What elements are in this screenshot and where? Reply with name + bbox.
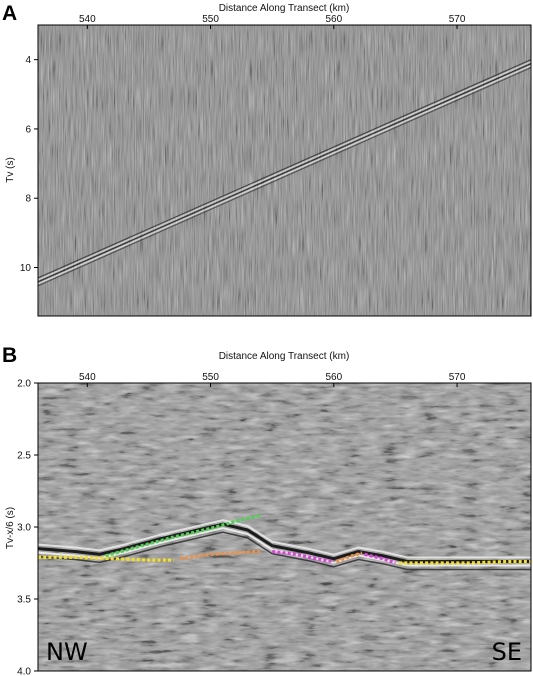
y-tick-label: 6 (25, 124, 31, 135)
direct-wave-trace (38, 67, 531, 287)
horizon-pick (399, 559, 531, 565)
x-tick-label: 560 (325, 14, 342, 25)
reflector-trace (38, 519, 531, 559)
y-tick-label: 4.0 (17, 667, 31, 676)
y-tick-label: 10 (20, 263, 32, 274)
x-tick-label: 540 (79, 14, 96, 25)
panel-b: B Distance Along Transect (km) Tv-x/6 (s… (2, 344, 532, 676)
horizon-pick (271, 549, 335, 564)
panel-b-y-axis-title: Tv-x/6 (s) (5, 507, 16, 549)
panel-a-letter: A (2, 2, 17, 25)
direct-wave-trace (38, 59, 531, 279)
direct-wave-trace (38, 65, 531, 285)
panel-a: A Distance Along Transect (km) Tv (s) 54… (2, 2, 532, 317)
y-tick-label: 3.5 (17, 595, 31, 606)
x-tick-label: 550 (202, 14, 219, 25)
reflector-trace (38, 522, 531, 564)
horizon-pick (105, 513, 261, 558)
panel-b-x-axis-title: Distance Along Transect (km) (219, 351, 350, 362)
horizon-pick (38, 555, 174, 562)
label-se: SE (492, 638, 522, 666)
y-tick-label: 3.0 (17, 523, 31, 534)
y-tick-label: 8 (25, 194, 31, 205)
direct-wave-trace (38, 63, 531, 283)
y-tick-label: 2.0 (17, 379, 31, 390)
label-nw: NW (46, 638, 88, 666)
panel-b-seismic-image (38, 383, 531, 671)
panel-b-letter: B (2, 344, 17, 367)
y-tick-label: 4 (25, 55, 31, 66)
x-tick-label: 560 (325, 372, 342, 383)
reflector-trace (38, 531, 531, 571)
panel-b-noise (38, 383, 531, 671)
x-tick-label: 570 (449, 372, 466, 383)
panel-a-x-axis-title: Distance Along Transect (km) (219, 3, 350, 14)
panel-a-ticks: 540 550 560 570 4 6 8 10 (20, 14, 466, 274)
direct-wave-trace (38, 61, 531, 281)
horizon-pick (335, 551, 363, 564)
panel-a-direct-wave (38, 59, 531, 287)
x-tick-label: 540 (79, 372, 96, 383)
panel-b-ticks: 540 550 560 570 2.0 2.5 3.0 3.5 4.0 (17, 372, 466, 676)
x-tick-label: 550 (202, 372, 219, 383)
panel-a-frame (37, 24, 532, 317)
y-tick-label: 2.5 (17, 451, 31, 462)
horizon-pick (364, 552, 396, 565)
horizon-pick (179, 549, 260, 561)
x-tick-label: 570 (449, 14, 466, 25)
panel-a-y-axis-title: Tv (s) (5, 157, 16, 183)
panel-a-seismic-image (38, 25, 531, 316)
panel-b-picks (38, 513, 531, 565)
